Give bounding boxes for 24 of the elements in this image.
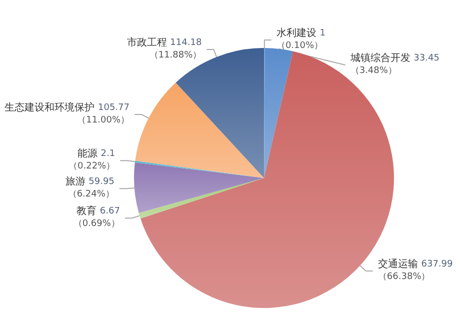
slice-label: 能源: [77, 148, 98, 160]
text: （6.24%）: [68, 190, 114, 200]
slice-label: 旅游: [65, 176, 86, 188]
text: （0.69%）: [73, 219, 120, 230]
slice-label: 教育: [76, 205, 97, 218]
slice-label: 水利建设: [276, 27, 316, 39]
data-label: 6.67: [100, 206, 120, 217]
slice-label: 市政工程: [126, 36, 167, 48]
slice-label: 生态建设和环境保护: [4, 101, 95, 114]
data-label: 33.45: [414, 54, 440, 64]
text: （66.38%）: [378, 272, 430, 282]
data-label: 114.18: [170, 38, 202, 48]
text: （0.10%）: [276, 41, 324, 51]
text: （3.48%）: [350, 66, 397, 76]
slice-label: 城镇综合开发: [349, 52, 410, 64]
data-label: 59.95: [88, 177, 114, 188]
slice-label: 交通运输: [378, 258, 418, 270]
data-label: 105.77: [98, 102, 130, 113]
data-label: 637.99: [421, 260, 454, 270]
text: （11.88%）: [149, 50, 202, 60]
text: （11.00%）: [77, 115, 130, 126]
text: （0.22%）: [68, 162, 116, 172]
data-label: 1: [320, 28, 326, 38]
data-label: 2.1: [100, 149, 116, 160]
